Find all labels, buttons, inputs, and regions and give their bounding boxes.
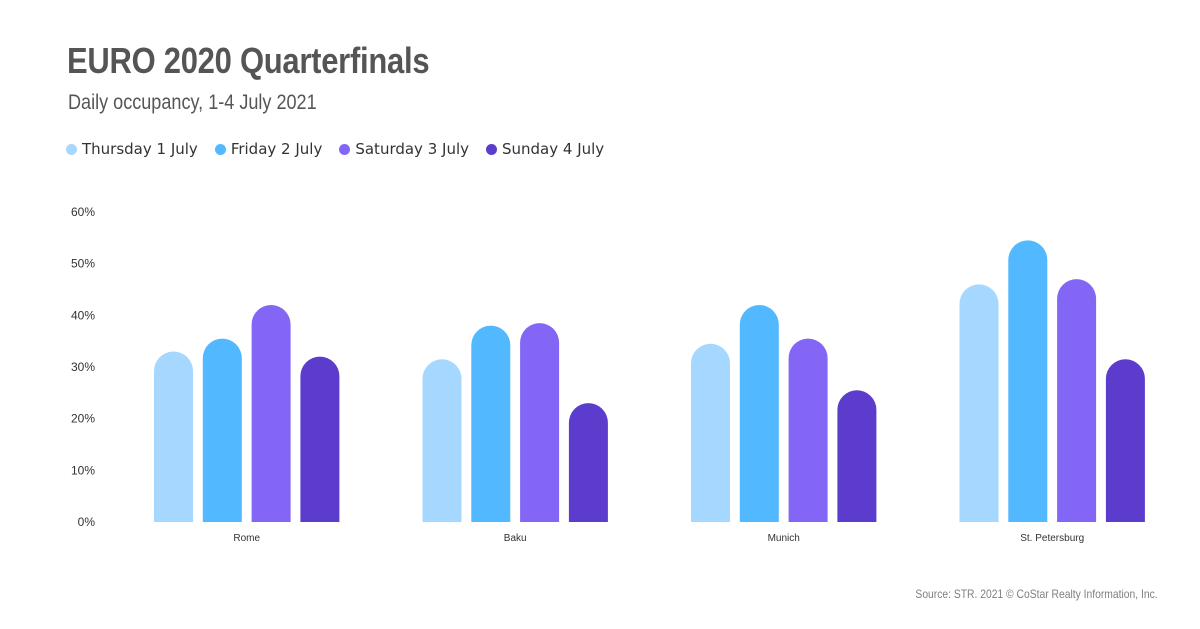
bar — [691, 343, 730, 522]
bar — [251, 305, 291, 522]
chart-title: EURO 2020 Quarterfinals — [67, 40, 430, 81]
legend-label: Sunday 4 July — [502, 140, 605, 158]
bar — [1105, 359, 1145, 522]
bar — [471, 325, 511, 522]
bar — [1057, 279, 1097, 522]
y-tick-label: 60% — [71, 205, 95, 219]
y-tick-label: 10% — [71, 463, 95, 477]
bar — [568, 403, 608, 522]
y-tick-label: 20% — [71, 412, 95, 426]
legend-swatch — [214, 143, 226, 155]
bar — [154, 351, 193, 522]
y-tick-label: 0% — [78, 515, 96, 529]
bar — [837, 390, 877, 522]
bar — [520, 323, 560, 522]
x-category-label: St. Petersburg — [1020, 533, 1084, 544]
chart-subtitle: Daily occupancy, 1-4 July 2021 — [68, 91, 317, 114]
bar — [202, 338, 242, 522]
bar — [422, 359, 462, 522]
legend-swatch — [486, 143, 497, 155]
legend-item-1: Thursday 1 July — [66, 140, 198, 158]
legend-item-2: Friday 2 July — [214, 140, 323, 158]
legend-label: Thursday 1 July — [82, 140, 198, 158]
bar — [300, 356, 340, 522]
legend-label: Friday 2 July — [230, 140, 323, 158]
y-tick-label: 30% — [71, 360, 95, 374]
legend-swatch — [66, 143, 77, 155]
bar — [1008, 240, 1048, 522]
x-category-label: Rome — [233, 533, 260, 544]
legend-item-4: Sunday 4 July — [486, 140, 604, 158]
y-tick-label: 50% — [71, 257, 95, 271]
legend: Thursday 1 July Friday 2 July Saturday 3 J… — [66, 140, 621, 158]
x-category-label: Baku — [504, 533, 527, 544]
x-category-label: Munich — [768, 533, 800, 544]
legend-label: Saturday 3 July — [355, 140, 469, 158]
y-tick-label: 40% — [71, 308, 95, 322]
bar — [959, 284, 999, 522]
bar — [788, 338, 828, 522]
bar — [739, 305, 779, 522]
legend-item-3: Saturday 3 July — [339, 140, 469, 158]
legend-swatch — [339, 143, 351, 155]
source-note: Source: STR. 2021 © CoStar Realty Inform… — [915, 587, 1158, 601]
